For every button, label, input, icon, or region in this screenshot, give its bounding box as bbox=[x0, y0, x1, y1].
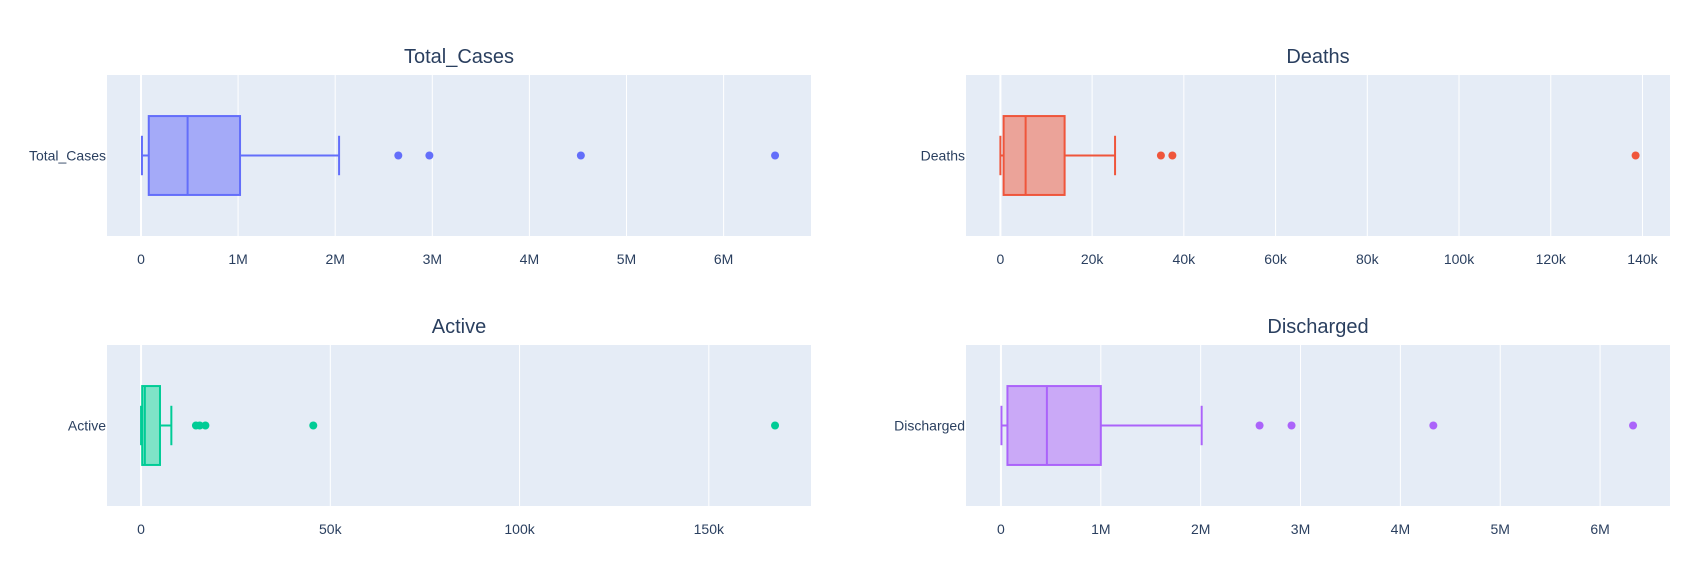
x-tick-label: 0 bbox=[137, 521, 145, 537]
x-tick-label: 2M bbox=[325, 251, 344, 267]
x-tick-label: 6M bbox=[714, 251, 733, 267]
plot-background bbox=[107, 345, 811, 506]
x-tick-label: 1M bbox=[228, 251, 247, 267]
outlier-point bbox=[1631, 151, 1640, 160]
subplot-title: Total_Cases bbox=[404, 46, 514, 68]
outlier-point bbox=[771, 151, 780, 160]
outlier-point bbox=[309, 421, 318, 430]
outlier-point bbox=[425, 151, 434, 160]
x-tick-label: 5M bbox=[1491, 521, 1510, 537]
x-tick-label: 140k bbox=[1627, 251, 1658, 267]
subplot-title: Deaths bbox=[1286, 46, 1349, 68]
iqr-box bbox=[1006, 385, 1102, 466]
outlier-point bbox=[1255, 421, 1264, 430]
outlier-point bbox=[1629, 421, 1638, 430]
outlier-point bbox=[576, 151, 585, 160]
x-tick-label: 0 bbox=[137, 251, 145, 267]
x-tick-label: 4M bbox=[1391, 521, 1410, 537]
iqr-box bbox=[147, 115, 242, 196]
outlier-point bbox=[1429, 421, 1438, 430]
x-tick-label: 100k bbox=[1444, 251, 1475, 267]
iqr-box bbox=[1002, 115, 1066, 196]
y-category-label: Active bbox=[68, 418, 106, 434]
iqr-box bbox=[141, 385, 161, 466]
outlier-point bbox=[1156, 151, 1165, 160]
x-tick-label: 2M bbox=[1191, 521, 1210, 537]
y-category-label: Discharged bbox=[894, 418, 965, 434]
x-tick-label: 60k bbox=[1264, 251, 1288, 267]
x-tick-label: 4M bbox=[520, 251, 539, 267]
x-tick-label: 3M bbox=[1291, 521, 1310, 537]
subplot-total-cases: 0 1M 2M 3M 4M 5M 6M Total_Cases Total_Cases bbox=[29, 46, 811, 267]
x-tick-label: 150k bbox=[694, 521, 725, 537]
x-tick-label: 120k bbox=[1536, 251, 1567, 267]
x-tick-label: 5M bbox=[617, 251, 636, 267]
x-tick-label: 0 bbox=[996, 251, 1004, 267]
subplot-title: Discharged bbox=[1267, 316, 1368, 338]
x-tick-label: 100k bbox=[504, 521, 535, 537]
x-tick-label: 40k bbox=[1173, 251, 1197, 267]
subplot-title: Active bbox=[432, 316, 486, 338]
outlier-point bbox=[1287, 421, 1296, 430]
x-tick-label: 80k bbox=[1356, 251, 1380, 267]
subplot-discharged: 0 1M 2M 3M 4M 5M 6M Discharged Discharged bbox=[894, 316, 1670, 537]
outlier-point bbox=[394, 151, 403, 160]
x-tick-label: 6M bbox=[1590, 521, 1609, 537]
x-tick-label: 3M bbox=[423, 251, 442, 267]
subplot-active: 0 50k 100k 150k Active Active bbox=[68, 316, 811, 537]
x-tick-label: 50k bbox=[319, 521, 343, 537]
x-tick-label: 0 bbox=[997, 521, 1005, 537]
outlier-point bbox=[771, 421, 780, 430]
y-category-label: Total_Cases bbox=[29, 148, 106, 164]
x-tick-label: 20k bbox=[1081, 251, 1105, 267]
outlier-point bbox=[1168, 151, 1177, 160]
subplot-deaths: 0 20k 40k 60k 80k 100k 120k 140k Deaths Deaths bbox=[921, 46, 1670, 267]
x-tick-label: 1M bbox=[1091, 521, 1110, 537]
outlier-point bbox=[201, 421, 210, 430]
outlier-point bbox=[195, 421, 204, 430]
y-category-label: Deaths bbox=[921, 148, 965, 164]
